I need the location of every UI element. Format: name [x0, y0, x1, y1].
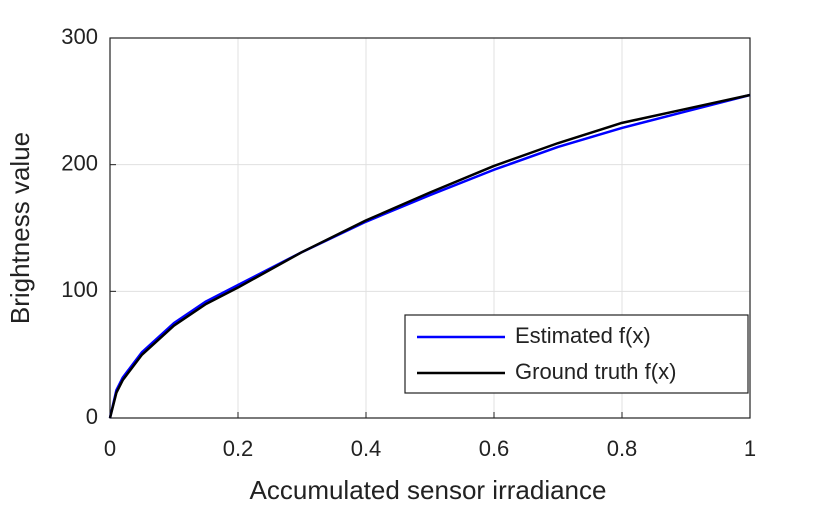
- legend-box: [404, 314, 749, 394]
- y-tick-label: 300: [61, 24, 98, 49]
- x-tick-label: 0.2: [223, 436, 254, 461]
- data-line: [108, 93, 751, 419]
- y-tick-label: 200: [61, 150, 98, 175]
- x-tick-label: 0.8: [607, 436, 638, 461]
- x-tick-label: 0.4: [351, 436, 382, 461]
- y-tick-label: 100: [61, 277, 98, 302]
- y-tick-label: 0: [86, 404, 98, 429]
- x-tick-label: 0.6: [479, 436, 510, 461]
- legend-label: Ground truth f(x): [515, 359, 676, 384]
- x-tick-label: 1: [744, 436, 756, 461]
- x-axis-label: Accumulated sensor irradiance: [250, 475, 607, 505]
- y-axis-label: Brightness value: [5, 132, 35, 324]
- legend-label: Estimated f(x): [515, 323, 651, 348]
- x-tick-label: 0: [104, 436, 116, 461]
- plot-frame: [109, 37, 751, 419]
